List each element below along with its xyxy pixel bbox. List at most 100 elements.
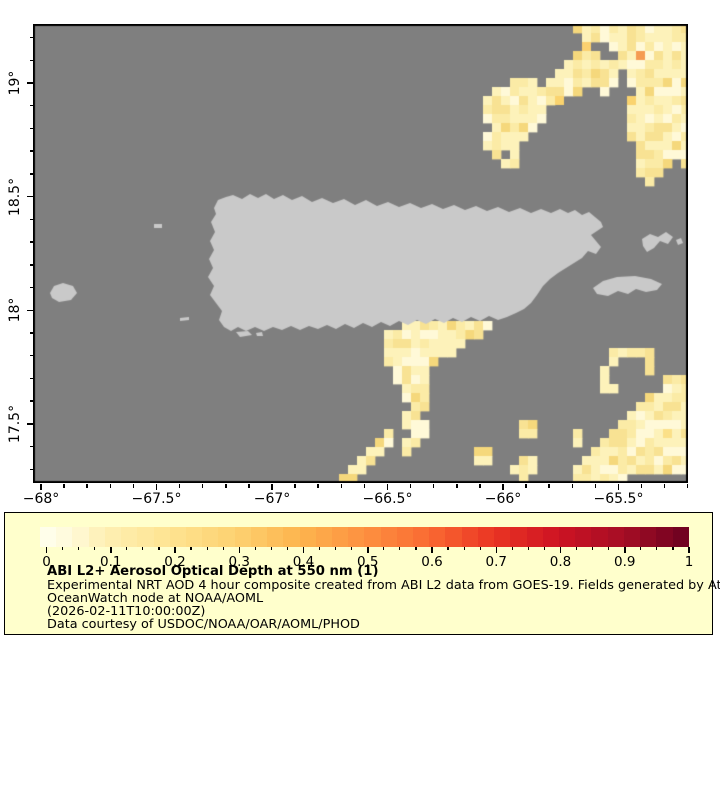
x-tick-label: −67.5° — [131, 491, 182, 507]
y-tick-label: 19° — [7, 70, 23, 96]
colorbar-cell — [315, 527, 332, 547]
colorbar-tick-label: 0.3 — [228, 554, 250, 570]
colorbar-minor-tick — [399, 547, 401, 550]
colorbar-minor-tick — [511, 547, 513, 550]
colorbar-cell — [445, 527, 462, 547]
colorbar-tick-label: 0.5 — [357, 554, 379, 570]
y-minor-tick — [29, 104, 33, 107]
colorbar-cell — [542, 527, 559, 547]
colorbar-cell — [396, 527, 414, 547]
colorbar-cell — [591, 527, 608, 547]
colorbar-minor-tick — [206, 547, 208, 550]
y-minor-tick — [29, 36, 33, 39]
x-tick-label: −66.5° — [362, 491, 413, 507]
colorbar-cell — [559, 527, 576, 547]
x-minor-tick — [409, 484, 412, 488]
x-minor-tick — [640, 484, 643, 488]
colorbar-major-tick — [688, 547, 690, 553]
colorbar-major-tick — [367, 547, 369, 553]
y-tick-label: 18.5° — [7, 177, 23, 216]
colorbar-minor-tick — [335, 547, 337, 550]
x-major-tick — [40, 484, 42, 490]
y-minor-tick — [29, 264, 33, 266]
colorbar-minor-tick — [527, 547, 529, 550]
x-minor-tick — [86, 484, 88, 488]
colorbar-minor-tick — [286, 547, 289, 550]
x-major-tick — [155, 484, 158, 490]
legend-line-1: Experimental NRT AOD 4 hour composite cr… — [47, 578, 720, 593]
colorbar-minor-tick — [351, 547, 353, 550]
y-minor-tick — [29, 445, 33, 448]
colorbar-cell — [429, 527, 446, 547]
colorbar-minor-tick — [640, 547, 642, 550]
x-minor-tick — [225, 484, 227, 488]
x-minor-tick — [479, 484, 481, 488]
colorbar-cell — [380, 527, 397, 547]
legend-line-3: (2026-02-11T10:00:00Z) — [47, 604, 206, 619]
colorbar-cell — [202, 527, 219, 547]
x-minor-tick — [317, 484, 319, 488]
colorbar-minor-tick — [383, 547, 385, 550]
colorbar-minor-tick — [94, 547, 96, 550]
x-minor-tick — [294, 484, 296, 488]
colorbar-cell — [72, 527, 89, 547]
x-minor-tick — [63, 484, 65, 488]
colorbar-cell — [656, 527, 673, 547]
colorbar-cell — [299, 527, 316, 547]
x-minor-tick — [340, 484, 343, 488]
colorbar-minor-tick — [61, 547, 64, 550]
colorbar-major-tick — [302, 547, 305, 553]
legend-line-2: OceanWatch node at NOAA/AOML — [47, 591, 264, 606]
colorbar-tick-label: 0.9 — [614, 554, 636, 570]
colorbar-minor-tick — [270, 547, 272, 550]
colorbar-cell — [477, 527, 495, 547]
y-minor-tick — [29, 59, 33, 62]
colorbar-minor-tick — [254, 547, 256, 550]
colorbar-minor-tick — [222, 547, 224, 550]
colorbar-cell — [640, 527, 657, 547]
colorbar-minor-tick — [672, 547, 674, 550]
y-minor-tick — [29, 286, 33, 289]
colorbar-tick-label: 0.8 — [549, 554, 572, 570]
colorbar-minor-tick — [190, 547, 192, 550]
colorbar-cell — [494, 527, 511, 547]
y-minor-tick — [29, 354, 33, 357]
x-tick-label: −65.5° — [593, 491, 644, 507]
colorbar-cell — [40, 527, 57, 547]
colorbar-minor-tick — [479, 547, 481, 550]
x-minor-tick — [548, 484, 550, 488]
colorbar-minor-tick — [78, 547, 80, 550]
colorbar-cell — [526, 527, 543, 547]
x-minor-tick — [109, 484, 112, 488]
colorbar-cell — [153, 527, 170, 547]
colorbar — [40, 527, 689, 547]
x-major-tick — [271, 484, 273, 490]
y-minor-tick — [29, 150, 33, 152]
colorbar-cell — [331, 527, 349, 547]
x-minor-tick — [363, 484, 366, 488]
colorbar-minor-tick — [575, 547, 578, 550]
colorbar-major-tick — [238, 547, 240, 553]
x-minor-tick — [456, 484, 458, 488]
colorbar-cell — [234, 527, 251, 547]
colorbar-cell — [56, 527, 73, 547]
colorbar-cell — [575, 527, 592, 547]
colorbar-cell — [88, 527, 105, 547]
colorbar-cell — [283, 527, 300, 547]
colorbar-cell — [169, 527, 186, 547]
colorbar-minor-tick — [656, 547, 658, 550]
x-minor-tick — [432, 484, 435, 488]
colorbar-cell — [121, 527, 138, 547]
colorbar-cell — [672, 527, 689, 547]
x-minor-tick — [248, 484, 250, 488]
colorbar-cell — [510, 527, 527, 547]
legend-line-4: Data courtesy of USDOC/NOAA/OAR/AOML/PHO… — [47, 617, 360, 632]
colorbar-major-tick — [559, 547, 562, 553]
colorbar-cell — [185, 527, 203, 547]
colorbar-cell — [348, 527, 365, 547]
y-tick-label: 18° — [7, 297, 23, 323]
y-major-tick — [26, 309, 33, 312]
x-tick-label: −67° — [253, 491, 291, 507]
x-minor-tick — [132, 484, 135, 488]
colorbar-minor-tick — [447, 547, 449, 550]
